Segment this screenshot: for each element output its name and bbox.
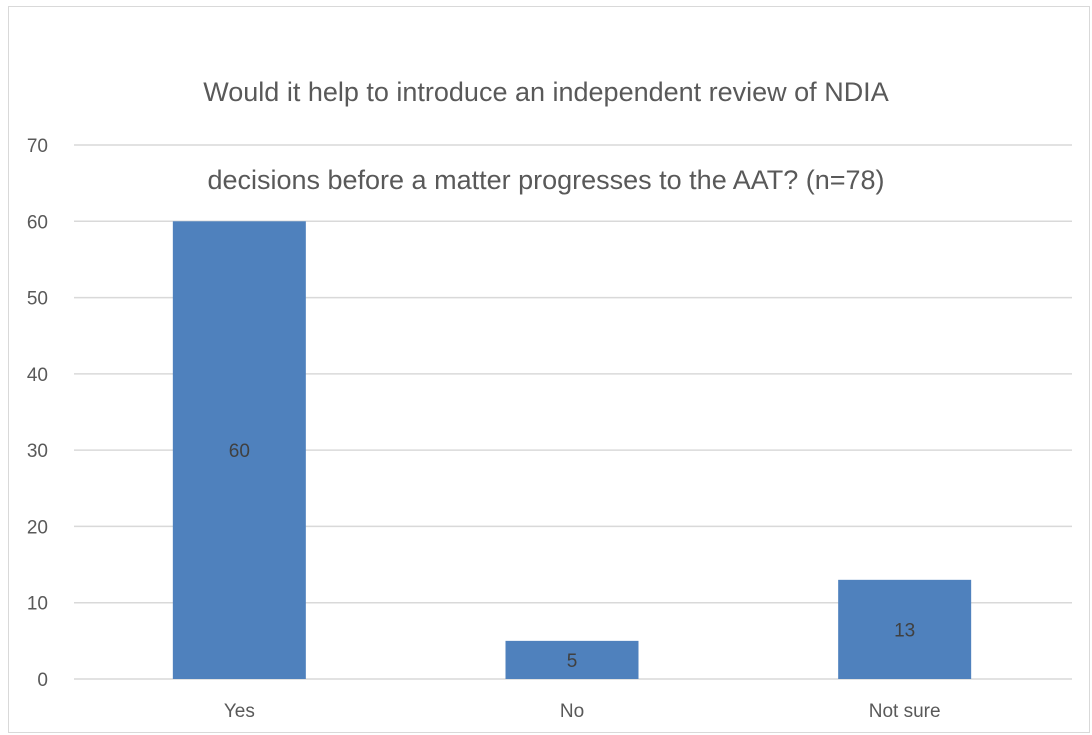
y-tick-label: 60 xyxy=(27,212,48,233)
chart-title-line-1: Would it help to introduce an independen… xyxy=(203,77,889,107)
chart-title-line-2: decisions before a matter progresses to … xyxy=(207,165,885,195)
y-tick-label: 0 xyxy=(37,670,48,691)
x-tick-label: Not sure xyxy=(869,701,941,722)
y-tick-label: 70 xyxy=(27,136,48,157)
y-tick-label: 10 xyxy=(27,594,48,615)
y-tick-label: 20 xyxy=(27,517,48,538)
y-tick-label: 50 xyxy=(27,289,48,310)
data-label: 13 xyxy=(894,620,915,641)
bar-no xyxy=(505,640,639,679)
data-labels: 60 5 13 xyxy=(229,441,915,672)
data-label: 60 xyxy=(229,441,250,462)
y-axis-ticks: 0 10 20 30 40 50 60 70 xyxy=(27,136,48,691)
y-tick-label: 30 xyxy=(27,441,48,462)
bar-not-sure xyxy=(838,579,972,679)
data-label: 5 xyxy=(567,651,578,672)
x-axis-ticks: Yes No Not sure xyxy=(224,701,941,722)
x-tick-label: Yes xyxy=(224,701,255,722)
x-tick-label: No xyxy=(560,701,584,722)
chart-title: Would it help to introduce an independen… xyxy=(0,26,1092,246)
y-tick-label: 40 xyxy=(27,365,48,386)
bars xyxy=(172,221,972,680)
bar-yes xyxy=(172,221,306,680)
